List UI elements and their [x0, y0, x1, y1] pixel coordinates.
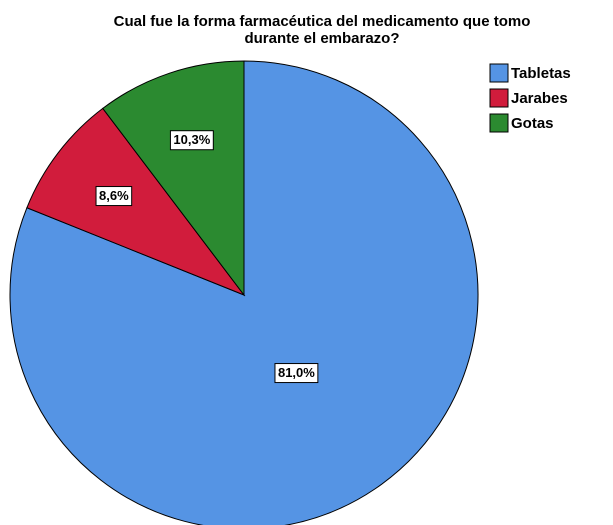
value-label-box [274, 363, 319, 384]
value-label-text: 10,3% [173, 132, 210, 147]
legend-label: Gotas [511, 115, 554, 132]
legend-swatch [489, 113, 509, 133]
value-label: 10,3% [169, 130, 214, 151]
value-label: 81,0% [274, 363, 319, 384]
chart-title: durante el embarazo? [244, 30, 399, 47]
legend-swatch [489, 63, 509, 83]
legend-label: Jarabes [511, 90, 568, 107]
value-label-text: 8,6% [99, 188, 129, 203]
value-label-box [95, 186, 133, 207]
pie-slice [26, 107, 246, 297]
legend-swatch [489, 88, 509, 108]
chart-title: Cual fue la forma farmacéutica del medic… [114, 13, 531, 30]
value-label: 8,6% [95, 186, 133, 207]
legend-label: Tabletas [511, 65, 571, 82]
pie-slice [102, 60, 245, 297]
value-label-box [169, 130, 214, 151]
value-label-text: 81,0% [278, 365, 315, 380]
